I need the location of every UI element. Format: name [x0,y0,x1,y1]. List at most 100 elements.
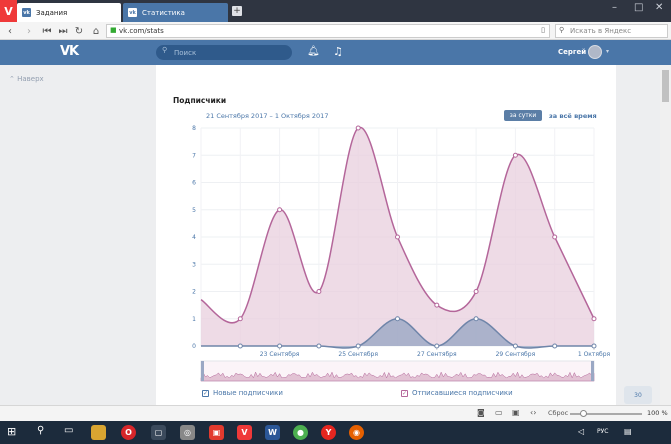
data-point[interactable] [552,343,558,349]
section-title: Подписчики [173,96,227,105]
bell-icon[interactable]: 🔔︎ [307,46,320,57]
search-icon: ⚲ [559,26,565,34]
yandex-icon[interactable]: Y [321,425,336,440]
data-point[interactable] [591,316,597,322]
checkbox-icon[interactable]: ✓ [401,389,408,397]
maximize-icon[interactable]: □ [634,2,644,13]
data-point[interactable] [552,234,558,240]
data-point[interactable] [434,343,440,349]
minimize-icon[interactable]: – [612,2,617,13]
x-tick-label: 25 Сентября [338,351,378,358]
close-icon[interactable]: ✕ [655,2,664,13]
app-icon[interactable]: ▢ [151,425,166,440]
per-day-button[interactable]: за сутки [504,110,542,121]
zoom-slider[interactable] [570,413,642,415]
search-field[interactable]: ⚲ Искать в Яндекс [555,24,668,38]
data-point[interactable] [355,343,361,349]
rewind-icon[interactable]: ⏮ [42,25,52,37]
y-tick-label: 5 [192,207,196,214]
vk-logo[interactable]: VK [60,44,79,59]
x-tick-label: 27 Сентября [417,351,457,358]
data-point[interactable] [473,316,479,322]
scroll-up-link[interactable]: ⌃ Наверх [9,75,44,83]
folder-icon[interactable] [91,425,106,440]
windows-taskbar: ⊞ ⚲ ▭ O ▢ ◎ ▣ V W ● Y ◉ РУС ◁ ▤ [0,421,671,444]
data-point[interactable] [473,289,479,294]
y-tick-label: 3 [192,261,196,268]
legend-unsub[interactable]: ✓ Отписавшиеся подписчики [401,389,513,397]
data-point[interactable] [512,152,518,158]
notification-icon[interactable]: ▤ [624,427,632,436]
data-point[interactable] [395,316,400,322]
subscribers-chart[interactable]: 0 1 2 3 4 5 6 7 8 23 Сентября 25 Сентября 27 Сентяб… [156,123,616,383]
x-tick-label: 29 Сентября [496,351,536,358]
tab-zadaniya[interactable]: vk Задания [17,3,121,22]
language-indicator[interactable]: РУС [597,428,609,435]
app-icon[interactable]: ▣ [209,425,224,440]
data-point[interactable] [277,343,283,349]
task-view-icon[interactable]: ▭ [64,425,74,436]
y-tick-label: 0 [192,343,196,350]
data-point[interactable] [237,343,243,349]
data-point[interactable] [316,289,322,294]
data-point[interactable] [316,343,322,349]
vk-icon: vk [128,8,137,17]
firefox-icon[interactable]: ◉ [349,425,364,440]
code-icon[interactable]: ‹› [530,408,537,417]
data-point[interactable] [355,125,361,131]
navigator-handle[interactable] [201,361,204,381]
camera-icon[interactable]: ◙ [477,408,485,417]
bookmark-icon[interactable]: ▯ [541,26,545,34]
checkbox-icon[interactable]: ✓ [202,389,209,397]
word-icon[interactable]: W [265,425,280,440]
back-icon[interactable]: ‹ [8,25,12,37]
data-point[interactable] [237,316,243,322]
counter-value: 30 [634,391,642,399]
vivaldi-menu-icon[interactable]: V [0,0,17,22]
tab-statistika[interactable]: vk Статистика [123,3,228,22]
series-line[interactable] [200,126,595,324]
chrome-icon[interactable]: ● [293,425,308,440]
chevron-down-icon[interactable]: ▾ [606,48,610,55]
series-area [201,318,594,349]
legend-unsub-label: Отписавшиеся подписчики [412,389,513,397]
search-icon[interactable]: ⚲ [37,425,45,436]
series-area [201,127,594,347]
lock-icon: ■ [110,26,117,34]
scrollbar-thumb[interactable] [662,70,669,102]
url-field[interactable]: ■ vk.com/stats ▯ [106,24,550,38]
data-point[interactable] [434,302,440,308]
data-point[interactable] [591,343,597,349]
user-name[interactable]: Сергей [558,48,587,56]
reset-zoom-button[interactable]: Сброс [548,409,569,417]
legend-new[interactable]: ✓ Новые подписчики [202,389,283,397]
all-time-button[interactable]: за всё время [549,112,597,120]
vivaldi-icon[interactable]: V [237,425,252,440]
app-icon[interactable]: ◎ [180,425,195,440]
data-point[interactable] [277,207,283,213]
music-icon[interactable]: ♫ [333,45,343,58]
counter-badge[interactable]: 30 [624,386,652,404]
opera-icon[interactable]: O [121,425,136,440]
window-icon[interactable]: ▭ [495,408,503,417]
fast-forward-icon[interactable]: ⏭ [58,25,68,37]
data-point[interactable] [512,343,518,349]
image-icon[interactable]: ▣ [512,408,520,417]
zoom-slider-handle[interactable] [580,410,587,417]
page-scrollbar[interactable] [660,65,671,405]
new-tab-button[interactable]: + [232,6,242,16]
navigator-handle[interactable] [591,361,594,381]
stats-page: Подписчики 21 Сентября 2017 – 1 Октября … [156,65,616,405]
windows-start-icon[interactable]: ⊞ [7,425,17,438]
date-range[interactable]: 21 Сентября 2017 – 1 Октября 2017 [206,112,329,120]
forward-icon[interactable]: › [27,25,31,37]
avatar[interactable] [588,45,602,59]
home-icon[interactable]: ⌂ [92,25,100,37]
vk-header: VK ⚲ Поиск 🔔︎ ♫ Сергей ▾ [0,40,671,65]
volume-icon[interactable]: ◁ [578,427,585,436]
data-point[interactable] [395,234,400,240]
search-placeholder: Искать в Яндекс [570,27,632,35]
reload-icon[interactable]: ↻ [74,25,84,37]
x-tick-label: 23 Сентября [260,351,300,358]
vk-search-input[interactable]: ⚲ Поиск [156,45,292,60]
